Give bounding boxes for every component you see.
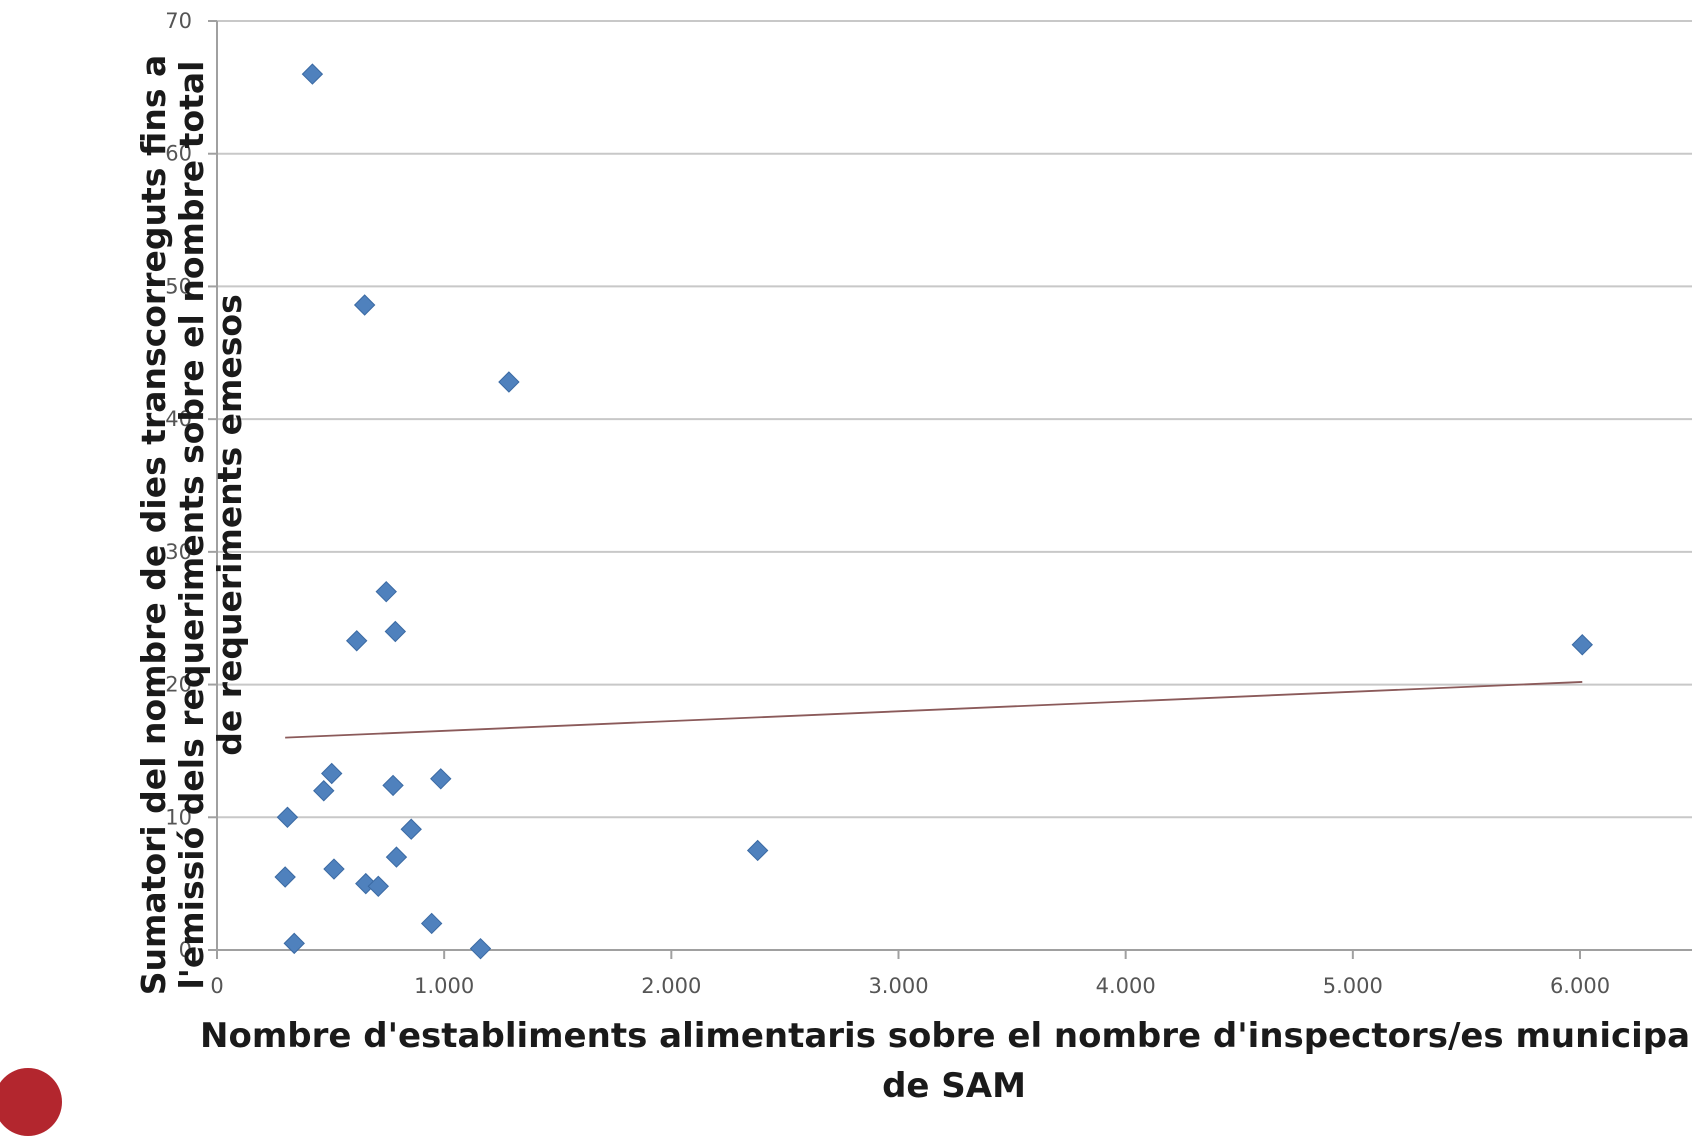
y-axis-title-line-3: de requeriments emesos [210, 294, 249, 756]
y-tick-label: 60 [165, 142, 192, 166]
tick-labels: 0 10 20 30 40 50 60 70 0 1.000 2.000 3.000 4.000 5.00… [165, 9, 1610, 998]
x-tick-label: 0 [210, 974, 223, 998]
data-point-9 [382, 774, 404, 797]
institution-logo [0, 1068, 62, 1136]
axes [208, 20, 1692, 959]
data-point-4 [375, 580, 397, 603]
x-axis-title-line-1: Nombre d'establiments alimentaris sobre … [200, 1016, 1692, 1056]
y-axis-title: Sumatori del nombre de dies transcorregu… [134, 25, 255, 1025]
data-point-5 [384, 620, 407, 643]
scatter-chart: 0 10 20 30 40 50 60 70 0 1.000 2.000 3.000 4.000 5.00… [165, 9, 1692, 998]
data-point-13 [385, 846, 408, 868]
data-point-11 [276, 806, 299, 828]
x-tick-label: 4.000 [1096, 974, 1156, 998]
y-tick-label: 50 [165, 274, 192, 298]
data-point-20 [469, 937, 492, 960]
data-point-21 [746, 839, 769, 862]
data-point-19 [283, 932, 305, 955]
y-tick-label: 40 [165, 407, 192, 431]
data-point-7 [321, 762, 343, 785]
data-point-1 [301, 63, 324, 85]
data-point-10 [430, 768, 452, 790]
data-point-15 [274, 866, 296, 888]
y-tick-label: 10 [165, 805, 192, 829]
data-point-8 [313, 780, 335, 802]
data-point-17 [367, 875, 389, 898]
x-tick-label: 6.000 [1550, 974, 1610, 998]
data-points [274, 63, 1593, 960]
y-tick-label: 0 [179, 938, 192, 962]
data-point-22 [1571, 634, 1593, 656]
y-axis-title-line-2: l'emissió dels requeriments sobre el nom… [172, 60, 211, 990]
y-axis-title-line-1: Sumatori del nombre de dies transcorregu… [134, 54, 173, 996]
data-point-14 [323, 858, 345, 880]
x-tick-label: 3.000 [868, 974, 928, 998]
grid-lines [217, 20, 1692, 819]
data-point-6 [346, 630, 368, 652]
data-point-2 [353, 294, 376, 316]
data-point-3 [498, 371, 520, 393]
y-tick-label: 70 [165, 9, 192, 33]
x-tick-label: 5.000 [1323, 974, 1383, 998]
y-tick-label: 20 [165, 673, 192, 697]
trendline-group [285, 681, 1583, 739]
x-tick-label: 1.000 [414, 974, 474, 998]
data-point-12 [400, 818, 422, 840]
data-point-18 [420, 912, 443, 935]
x-tick-label: 2.000 [641, 974, 701, 998]
x-axis-title-line-2: de SAM [882, 1066, 1026, 1106]
trendline [285, 681, 1583, 739]
y-tick-label: 30 [165, 540, 192, 564]
